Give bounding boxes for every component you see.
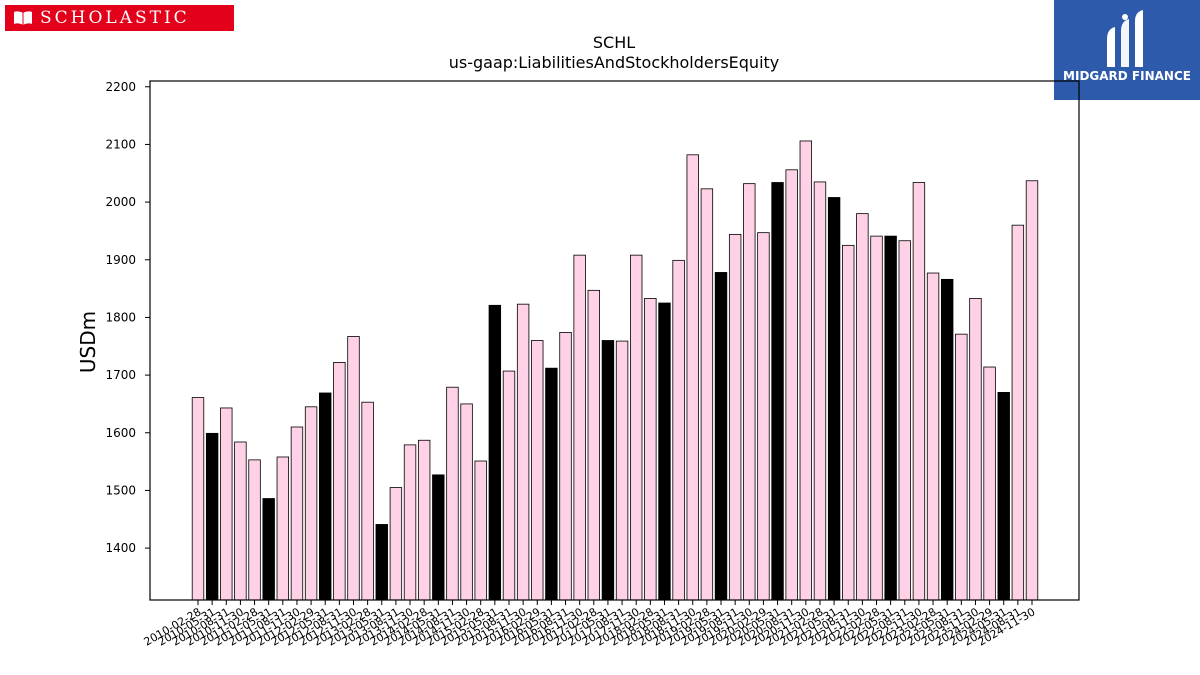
bar bbox=[1011, 224, 1025, 601]
chart-title: SCHL bbox=[593, 33, 635, 52]
bar bbox=[997, 391, 1010, 601]
bar bbox=[375, 524, 388, 601]
bar bbox=[531, 340, 544, 601]
bar bbox=[545, 367, 558, 601]
y-tick-label: 1900 bbox=[105, 253, 136, 267]
bar bbox=[220, 407, 233, 601]
y-axis-label: USDm bbox=[76, 311, 100, 373]
bar bbox=[728, 233, 742, 601]
bar bbox=[940, 278, 954, 601]
bar bbox=[757, 232, 770, 601]
bar bbox=[587, 289, 600, 601]
x-axis: 2010-02-282010-05-312010-08-312010-11-30… bbox=[142, 600, 1038, 649]
bar bbox=[912, 182, 926, 601]
bar bbox=[516, 303, 530, 601]
midgard-finance-wordmark: MIDGARD FINANCE bbox=[1063, 69, 1191, 83]
bar bbox=[502, 370, 516, 601]
bar bbox=[474, 460, 487, 601]
bar bbox=[644, 297, 657, 601]
y-tick-label: 1700 bbox=[105, 368, 136, 382]
bar bbox=[630, 254, 643, 601]
bar bbox=[884, 235, 897, 601]
bar bbox=[714, 272, 728, 601]
scholastic-logo: SCHOLASTIC bbox=[5, 5, 234, 31]
bar bbox=[601, 340, 615, 601]
bar bbox=[234, 441, 247, 601]
bar bbox=[488, 304, 502, 601]
bar bbox=[672, 259, 685, 601]
bar bbox=[417, 439, 431, 601]
midgard-m-icon bbox=[1107, 10, 1143, 67]
bar-series bbox=[191, 140, 1039, 601]
plot-frame bbox=[149, 80, 1080, 601]
bar bbox=[1025, 180, 1039, 601]
bar bbox=[205, 432, 219, 601]
y-axis: 1400 1500 1600 1700 1800 1900 2000 2100 2200 bbox=[105, 80, 150, 555]
bar bbox=[559, 332, 572, 601]
bar bbox=[799, 140, 813, 601]
bar bbox=[191, 397, 205, 601]
y-tick-label: 1500 bbox=[105, 483, 136, 497]
bar bbox=[842, 244, 855, 601]
bar bbox=[361, 401, 374, 601]
bar bbox=[771, 182, 784, 601]
bar bbox=[813, 181, 827, 601]
y-tick-label: 1400 bbox=[105, 541, 136, 555]
y-tick-label: 1800 bbox=[105, 310, 136, 324]
bar bbox=[898, 240, 911, 601]
bar bbox=[403, 444, 417, 601]
y-tick-label: 2200 bbox=[105, 80, 136, 94]
bar bbox=[333, 362, 346, 601]
bar bbox=[870, 235, 883, 601]
bar bbox=[389, 487, 403, 601]
bar bbox=[446, 386, 459, 601]
bar bbox=[290, 426, 304, 601]
bar bbox=[686, 154, 699, 601]
bar bbox=[827, 197, 841, 601]
open-book-icon bbox=[14, 11, 32, 25]
y-tick-label: 2100 bbox=[105, 137, 136, 151]
y-tick-label: 2000 bbox=[105, 195, 136, 209]
bar bbox=[276, 456, 290, 601]
bar bbox=[319, 392, 332, 601]
bar bbox=[262, 498, 275, 601]
bar bbox=[460, 403, 473, 601]
bar bbox=[432, 474, 445, 601]
bar bbox=[658, 302, 671, 601]
scholastic-wordmark: SCHOLASTIC bbox=[40, 8, 190, 28]
bar bbox=[983, 366, 996, 601]
bar bbox=[955, 333, 968, 601]
bar bbox=[248, 459, 261, 601]
midgard-finance-logo: MIDGARD FINANCE bbox=[1054, 0, 1200, 100]
bar bbox=[969, 297, 982, 601]
y-tick-label: 1600 bbox=[105, 426, 136, 440]
bar bbox=[700, 188, 714, 601]
chart-subtitle: us-gaap:LiabilitiesAndStockholdersEquity bbox=[449, 53, 780, 72]
bar bbox=[304, 406, 318, 601]
bar bbox=[926, 272, 940, 601]
bar bbox=[573, 254, 586, 601]
bar bbox=[347, 336, 360, 601]
bar bbox=[743, 183, 756, 601]
bar bbox=[785, 169, 798, 601]
bar bbox=[615, 340, 629, 601]
bar bbox=[856, 213, 869, 601]
